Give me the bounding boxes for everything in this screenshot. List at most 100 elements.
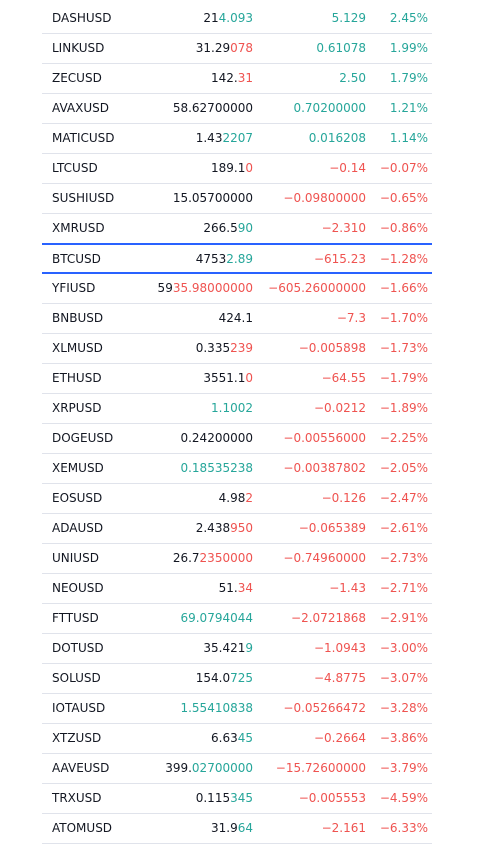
price: 142.31 <box>211 64 253 93</box>
ticker-row[interactable]: TRXUSD 0.115345 −0.005553 −4.59% <box>42 784 432 814</box>
price: 0.115345 <box>196 784 253 813</box>
price: 31.964 <box>211 814 253 843</box>
change-percent: −2.71% <box>379 581 428 595</box>
ticker-row[interactable]: NEOUSD 51.34 −1.43 −2.71% <box>42 574 432 604</box>
ticker-row[interactable]: XMRUSD 266.590 −2.310 −0.86% <box>42 214 432 244</box>
change-percent: 1.14% <box>389 131 428 145</box>
price-part: 15.05700000 <box>172 191 253 205</box>
price-text: 6.6345 <box>211 731 253 745</box>
symbol: TRXUSD <box>52 791 102 805</box>
price: 15.05700000 <box>173 184 253 213</box>
change-percent: −2.73% <box>379 551 428 565</box>
ticker-row[interactable]: SOLUSD 154.0725 −4.8775 −3.07% <box>42 664 432 694</box>
price-part: 64 <box>237 821 253 835</box>
price-part: 4753 <box>195 252 227 266</box>
ticker-row[interactable]: LTCUSD 189.10 −0.14 −0.07% <box>42 154 432 184</box>
watchlist: DASHUSD 214.093 5.129 2.45% LINKUSD 31.29078 0… <box>42 4 432 844</box>
price-text: 214.093 <box>203 11 253 25</box>
price-part: 345 <box>230 791 253 805</box>
change: −0.065389 <box>298 521 366 535</box>
change: 5.129 <box>331 11 366 25</box>
symbol: ADAUSD <box>52 521 104 535</box>
ticker-row[interactable]: ETHUSD 3551.10 −64.55 −1.79% <box>42 364 432 394</box>
ticker-row[interactable]: DOGEUSD 0.24200000 −0.00556000 −2.25% <box>42 424 432 454</box>
change-percent: 1.21% <box>389 101 428 115</box>
symbol: EOSUSD <box>52 491 103 505</box>
ticker-row[interactable]: DASHUSD 214.093 5.129 2.45% <box>42 4 432 34</box>
change: −0.00556000 <box>283 431 366 445</box>
price-part: 4.093 <box>218 11 253 25</box>
change: −0.05266472 <box>283 701 366 715</box>
ticker-row[interactable]: ADAUSD 2.438950 −0.065389 −2.61% <box>42 514 432 544</box>
change: −0.126 <box>321 491 366 505</box>
price-text: 424.1 <box>219 311 253 325</box>
price: 26.72350000 <box>173 544 253 573</box>
price-text: 266.590 <box>203 221 253 235</box>
symbol: SUSHIUSD <box>52 191 115 205</box>
change-percent: −2.91% <box>379 611 428 625</box>
ticker-row[interactable]: MATICUSD 1.432207 0.016208 1.14% <box>42 124 432 154</box>
ticker-row[interactable]: IOTAUSD 1.55410838 −0.05266472 −3.28% <box>42 694 432 724</box>
price-part: 2 <box>245 491 253 505</box>
ticker-row[interactable]: ATOMUSD 31.964 −2.161 −6.33% <box>42 814 432 844</box>
change: 2.50 <box>339 71 366 85</box>
ticker-row[interactable]: ZECUSD 142.31 2.50 1.79% <box>42 64 432 94</box>
ticker-row[interactable]: SUSHIUSD 15.05700000 −0.09800000 −0.65% <box>42 184 432 214</box>
symbol: SOLUSD <box>52 671 101 685</box>
price: 399.02700000 <box>165 754 253 783</box>
change-percent: −2.47% <box>379 491 428 505</box>
price: 424.1 <box>219 304 253 333</box>
change: −0.09800000 <box>283 191 366 205</box>
price: 31.29078 <box>196 34 253 63</box>
price-part: 26.7 <box>172 551 200 565</box>
price: 154.0725 <box>196 664 253 693</box>
symbol: LTCUSD <box>52 161 98 175</box>
price-text: 189.10 <box>211 161 253 175</box>
ticker-row[interactable]: YFIUSD 35935.98000000 −605.26000000 −1.66% <box>42 274 432 304</box>
ticker-row[interactable]: UNIUSD 26.72350000 −0.74960000 −2.73% <box>42 544 432 574</box>
change: −2.310 <box>321 221 366 235</box>
ticker-row[interactable]: FTTUSD 69.0794044 −2.0721868 −2.91% <box>42 604 432 634</box>
ticker-row[interactable]: AAVEUSD 399.02700000 −15.72600000 −3.79% <box>42 754 432 784</box>
price-text: 4.982 <box>219 491 253 505</box>
price-text: 0.335239 <box>196 341 253 355</box>
change-percent: −4.59% <box>379 791 428 805</box>
ticker-row[interactable]: BNBUSD 424.1 −7.3 −1.70% <box>42 304 432 334</box>
ticker-row[interactable]: AVAXUSD 58.62700000 0.70200000 1.21% <box>42 94 432 124</box>
change: 0.70200000 <box>293 101 366 115</box>
change: −2.0721868 <box>291 611 366 625</box>
price-text: 58.62700000 <box>173 101 253 115</box>
symbol: XMRUSD <box>52 221 105 235</box>
ticker-row[interactable]: XLMUSD 0.335239 −0.005898 −1.73% <box>42 334 432 364</box>
price-text: 1.1002 <box>211 401 253 415</box>
price-part: 34 <box>237 581 253 595</box>
symbol: NEOUSD <box>52 581 104 595</box>
price-part: 0.24200000 <box>180 431 253 445</box>
change-percent: −3.28% <box>379 701 428 715</box>
ticker-row[interactable]: LINKUSD 31.29078 0.61078 1.99% <box>42 34 432 64</box>
ticker-row[interactable]: XEMUSD 0.18535238 −0.00387802 −2.05% <box>42 454 432 484</box>
change: −7.3 <box>336 311 366 325</box>
price-part: 58.62700000 <box>172 101 253 115</box>
change: −0.005553 <box>298 791 366 805</box>
price: 0.335239 <box>196 334 253 363</box>
symbol: BNBUSD <box>52 311 104 325</box>
ticker-row[interactable]: BTCUSD 47532.89 −615.23 −1.28% <box>42 243 432 274</box>
ticker-row[interactable]: DOTUSD 35.4219 −1.0943 −3.00% <box>42 634 432 664</box>
price-part: 9 <box>245 641 253 655</box>
price-part: 1.55410838 <box>180 701 253 715</box>
ticker-row[interactable]: XTZUSD 6.6345 −0.2664 −3.86% <box>42 724 432 754</box>
price: 35.4219 <box>203 634 253 663</box>
price-part: 35.421 <box>203 641 246 655</box>
price-part: 1.1002 <box>211 401 253 415</box>
price-part: 950 <box>230 521 253 535</box>
ticker-row[interactable]: XRPUSD 1.1002 −0.0212 −1.89% <box>42 394 432 424</box>
symbol: MATICUSD <box>52 131 115 145</box>
price-part: 21 <box>203 11 219 25</box>
price-text: 0.24200000 <box>180 431 253 445</box>
change-percent: −0.86% <box>379 221 428 235</box>
change-percent: −2.61% <box>379 521 428 535</box>
ticker-row[interactable]: EOSUSD 4.982 −0.126 −2.47% <box>42 484 432 514</box>
price-text: 31.29078 <box>196 41 253 55</box>
price-part: 31.9 <box>211 821 238 835</box>
